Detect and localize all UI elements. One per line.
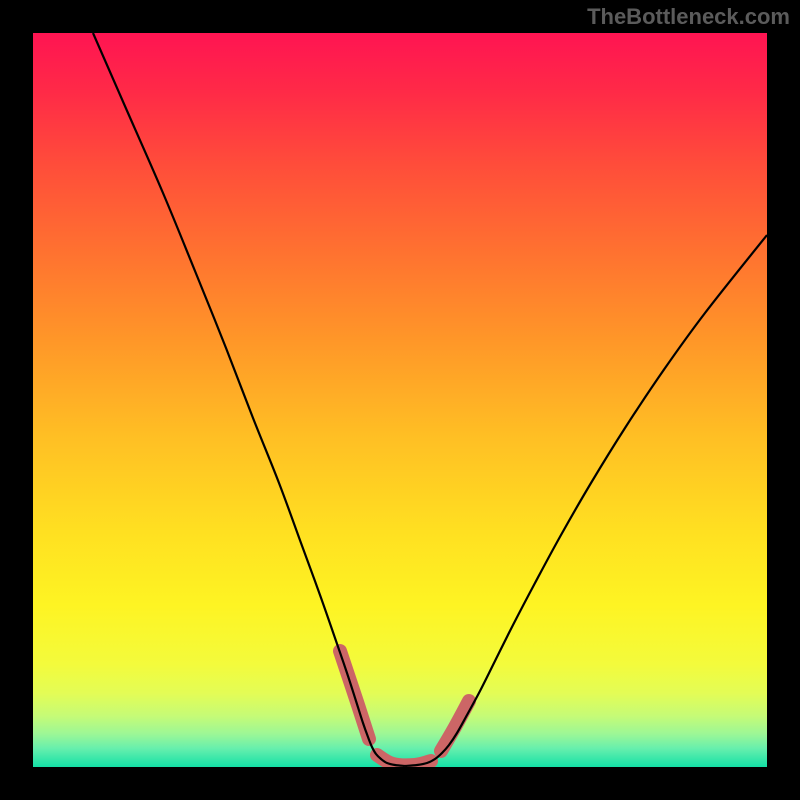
watermark-text: TheBottleneck.com	[587, 4, 790, 30]
highlight-segment	[441, 701, 469, 751]
curve-left	[93, 33, 405, 766]
chart-curves-layer	[33, 33, 767, 767]
curve-right	[405, 235, 767, 766]
watermark-label: TheBottleneck.com	[587, 4, 790, 29]
chart-area	[33, 33, 767, 767]
